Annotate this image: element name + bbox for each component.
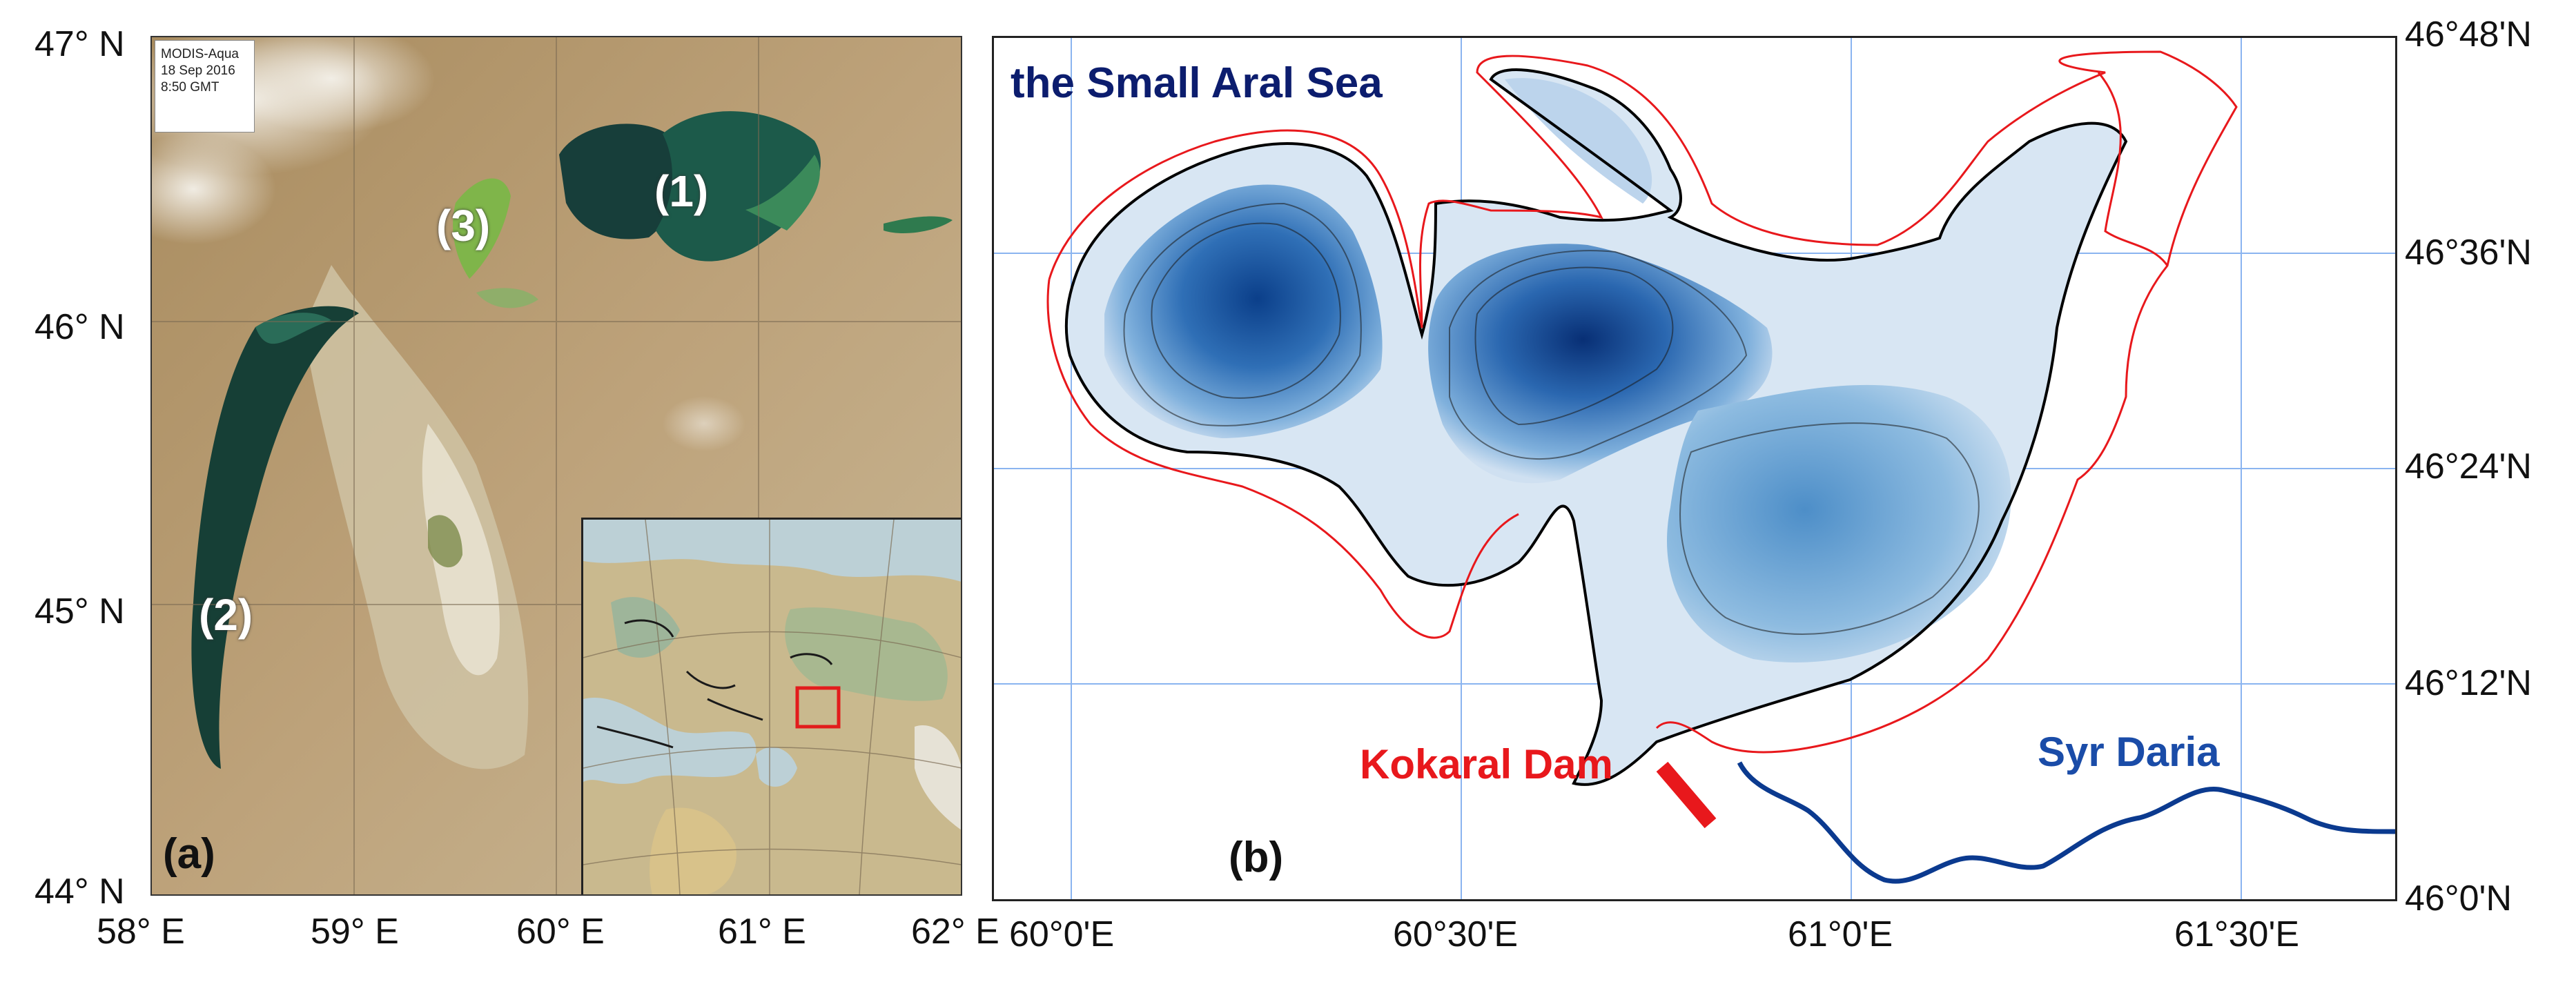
isobaths [1123,202,1980,635]
panel-a-lon-tick-62: 62° E [911,912,999,952]
panel-b-title: the Small Aral Sea [1011,59,1383,107]
panel-b-lon-tick-6030: 60°30'E [1393,914,1519,954]
panel-a-lat-tick-45: 45° N [35,591,125,631]
historical-coastline-west [1046,279,1519,639]
modis-time: 8:50 GMT [161,80,219,95]
syr-daria-river [1737,761,2395,884]
bathymetry-map-panel: the Small Aral Sea Kokaral Dam Syr Daria… [992,36,2397,901]
panel-a-lon-tick-60: 60° E [516,912,605,952]
panel-b-lat-tick-4636: 46°36'N [2405,233,2532,273]
kokaral-dam-mark [1656,761,1717,829]
kokaral-dam-label: Kokaral Dam [1360,741,1613,787]
region-label-1: (1) [654,166,709,216]
region-label-2: (2) [199,590,253,640]
satellite-map-panel: MODIS-Aqua 18 Sep 2016 8:50 GMT (1) (2) … [150,36,962,896]
panel-a-lon-tick-58: 58° E [97,912,185,952]
bathymetry-map-graphic [994,38,2395,899]
panel-a-lon-tick-59: 59° E [311,912,399,952]
historical-coastline-east [1048,50,2238,754]
inset-region-box [795,686,841,729]
panel-a-lon-tick-61: 61° E [718,912,806,952]
panel-b-letter: (b) [1229,834,1284,881]
central-basin [1428,244,1773,484]
satellite-map-graphic [152,37,961,894]
inset-locator-map [581,518,961,894]
modis-caption-box: MODIS-Aqua 18 Sep 2016 8:50 GMT [155,40,255,132]
panel-b-lat-tick-4624: 46°24'N [2405,446,2532,487]
modis-sensor: MODIS-Aqua [161,47,239,61]
panel-b-lat-tick-4648: 46°48'N [2405,14,2532,55]
eastern-basin [1667,384,2011,662]
panel-a-letter: (a) [163,830,215,878]
panel-a-lat-tick-44: 44° N [35,872,125,912]
region-label-3: (3) [436,201,491,251]
panel-b-lon-tick-6130: 61°30'E [2174,914,2300,954]
historical-coastline-ne [2097,72,2169,266]
panel-b-lat-tick-4600: 46°0'N [2405,878,2512,919]
modis-date: 18 Sep 2016 [161,63,235,78]
current-coastline [1064,68,2128,786]
panel-b-lon-tick-6100: 61°0'E [1788,914,1893,954]
inset-map-graphic [583,520,961,894]
panel-b-lat-tick-4612: 46°12'N [2405,663,2532,703]
panel-a-lat-tick-47: 47° N [35,24,125,64]
western-basin [1104,184,1383,438]
northern-lobe [1505,78,1652,204]
syr-daria-label: Syr Daria [2038,729,2220,775]
panel-a-lat-tick-46: 46° N [35,307,125,347]
panel-b-lon-tick-6000: 60°0'E [1009,914,1115,954]
